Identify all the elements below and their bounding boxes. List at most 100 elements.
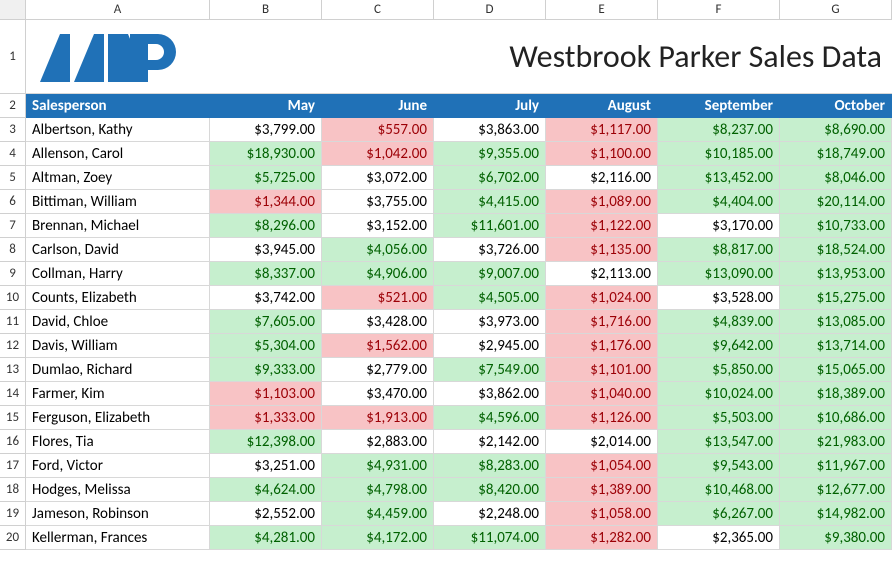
data-cell[interactable]: $4,505.00 (434, 286, 546, 310)
col-header-A[interactable]: A (26, 0, 210, 20)
data-cell[interactable]: $13,085.00 (780, 310, 892, 334)
data-cell[interactable]: $1,282.00 (546, 526, 658, 550)
salesperson-cell[interactable]: Dumlao, Richard (26, 358, 210, 382)
data-cell[interactable]: $12,398.00 (210, 430, 322, 454)
data-cell[interactable]: $5,304.00 (210, 334, 322, 358)
data-cell[interactable]: $2,116.00 (546, 166, 658, 190)
data-cell[interactable]: $3,755.00 (322, 190, 434, 214)
row-header-9[interactable]: 9 (0, 262, 26, 286)
data-cell[interactable]: $8,337.00 (210, 262, 322, 286)
salesperson-cell[interactable]: Brennan, Michael (26, 214, 210, 238)
data-cell[interactable]: $2,142.00 (434, 430, 546, 454)
data-cell[interactable]: $4,624.00 (210, 478, 322, 502)
data-cell[interactable]: $11,601.00 (434, 214, 546, 238)
data-cell[interactable]: $1,176.00 (546, 334, 658, 358)
data-cell[interactable]: $5,503.00 (658, 406, 780, 430)
salesperson-cell[interactable]: David, Chloe (26, 310, 210, 334)
data-cell[interactable]: $10,468.00 (658, 478, 780, 502)
data-cell[interactable]: $10,686.00 (780, 406, 892, 430)
data-cell[interactable]: $4,172.00 (322, 526, 434, 550)
row-header-2[interactable]: 2 (0, 94, 26, 118)
header-cell-august[interactable]: August (546, 94, 658, 118)
data-cell[interactable]: $6,702.00 (434, 166, 546, 190)
data-cell[interactable]: $13,090.00 (658, 262, 780, 286)
data-cell[interactable]: $1,089.00 (546, 190, 658, 214)
data-cell[interactable]: $13,714.00 (780, 334, 892, 358)
data-cell[interactable]: $1,389.00 (546, 478, 658, 502)
col-header-C[interactable]: C (322, 0, 434, 20)
title-merged-cell[interactable]: Westbrook Parker Sales Data (26, 20, 892, 94)
data-cell[interactable]: $3,152.00 (322, 214, 434, 238)
data-cell[interactable]: $1,913.00 (322, 406, 434, 430)
data-cell[interactable]: $15,065.00 (780, 358, 892, 382)
data-cell[interactable]: $20,114.00 (780, 190, 892, 214)
data-cell[interactable]: $8,420.00 (434, 478, 546, 502)
data-cell[interactable]: $18,930.00 (210, 142, 322, 166)
data-cell[interactable]: $8,046.00 (780, 166, 892, 190)
data-cell[interactable]: $3,863.00 (434, 118, 546, 142)
salesperson-cell[interactable]: Albertson, Kathy (26, 118, 210, 142)
data-cell[interactable]: $3,251.00 (210, 454, 322, 478)
salesperson-cell[interactable]: Counts, Elizabeth (26, 286, 210, 310)
col-header-D[interactable]: D (434, 0, 546, 20)
data-cell[interactable]: $4,798.00 (322, 478, 434, 502)
data-cell[interactable]: $3,799.00 (210, 118, 322, 142)
data-cell[interactable]: $4,404.00 (658, 190, 780, 214)
data-cell[interactable]: $4,596.00 (434, 406, 546, 430)
row-header-16[interactable]: 16 (0, 430, 26, 454)
salesperson-cell[interactable]: Hodges, Melissa (26, 478, 210, 502)
data-cell[interactable]: $3,428.00 (322, 310, 434, 334)
data-cell[interactable]: $10,024.00 (658, 382, 780, 406)
data-cell[interactable]: $4,281.00 (210, 526, 322, 550)
data-cell[interactable]: $1,100.00 (546, 142, 658, 166)
data-cell[interactable]: $3,170.00 (658, 214, 780, 238)
data-cell[interactable]: $1,101.00 (546, 358, 658, 382)
row-header-8[interactable]: 8 (0, 238, 26, 262)
data-cell[interactable]: $8,296.00 (210, 214, 322, 238)
col-header-E[interactable]: E (546, 0, 658, 20)
row-header-5[interactable]: 5 (0, 166, 26, 190)
data-cell[interactable]: $8,690.00 (780, 118, 892, 142)
data-cell[interactable]: $4,415.00 (434, 190, 546, 214)
header-cell-salesperson[interactable]: Salesperson (26, 94, 210, 118)
row-header-10[interactable]: 10 (0, 286, 26, 310)
data-cell[interactable]: $521.00 (322, 286, 434, 310)
row-header-11[interactable]: 11 (0, 310, 26, 334)
row-header-6[interactable]: 6 (0, 190, 26, 214)
salesperson-cell[interactable]: Jameson, Robinson (26, 502, 210, 526)
col-header-B[interactable]: B (210, 0, 322, 20)
data-cell[interactable]: $1,135.00 (546, 238, 658, 262)
data-cell[interactable]: $1,024.00 (546, 286, 658, 310)
header-cell-october[interactable]: October (780, 94, 892, 118)
data-cell[interactable]: $4,839.00 (658, 310, 780, 334)
header-cell-june[interactable]: June (322, 94, 434, 118)
data-cell[interactable]: $1,562.00 (322, 334, 434, 358)
salesperson-cell[interactable]: Altman, Zoey (26, 166, 210, 190)
row-header-19[interactable]: 19 (0, 502, 26, 526)
row-header-1[interactable]: 1 (0, 20, 26, 94)
data-cell[interactable]: $9,007.00 (434, 262, 546, 286)
data-cell[interactable]: $13,547.00 (658, 430, 780, 454)
salesperson-cell[interactable]: Kellerman, Frances (26, 526, 210, 550)
data-cell[interactable]: $2,248.00 (434, 502, 546, 526)
salesperson-cell[interactable]: Farmer, Kim (26, 382, 210, 406)
data-cell[interactable]: $3,072.00 (322, 166, 434, 190)
data-cell[interactable]: $18,389.00 (780, 382, 892, 406)
data-cell[interactable]: $8,817.00 (658, 238, 780, 262)
data-cell[interactable]: $3,973.00 (434, 310, 546, 334)
data-cell[interactable]: $9,543.00 (658, 454, 780, 478)
row-header-17[interactable]: 17 (0, 454, 26, 478)
data-cell[interactable]: $1,058.00 (546, 502, 658, 526)
data-cell[interactable]: $8,283.00 (434, 454, 546, 478)
data-cell[interactable]: $2,779.00 (322, 358, 434, 382)
data-cell[interactable]: $9,355.00 (434, 142, 546, 166)
data-cell[interactable]: $1,126.00 (546, 406, 658, 430)
col-header-F[interactable]: F (658, 0, 780, 20)
data-cell[interactable]: $3,470.00 (322, 382, 434, 406)
header-cell-september[interactable]: September (658, 94, 780, 118)
data-cell[interactable]: $4,906.00 (322, 262, 434, 286)
data-cell[interactable]: $18,524.00 (780, 238, 892, 262)
salesperson-cell[interactable]: Carlson, David (26, 238, 210, 262)
data-cell[interactable]: $2,113.00 (546, 262, 658, 286)
data-cell[interactable]: $10,185.00 (658, 142, 780, 166)
